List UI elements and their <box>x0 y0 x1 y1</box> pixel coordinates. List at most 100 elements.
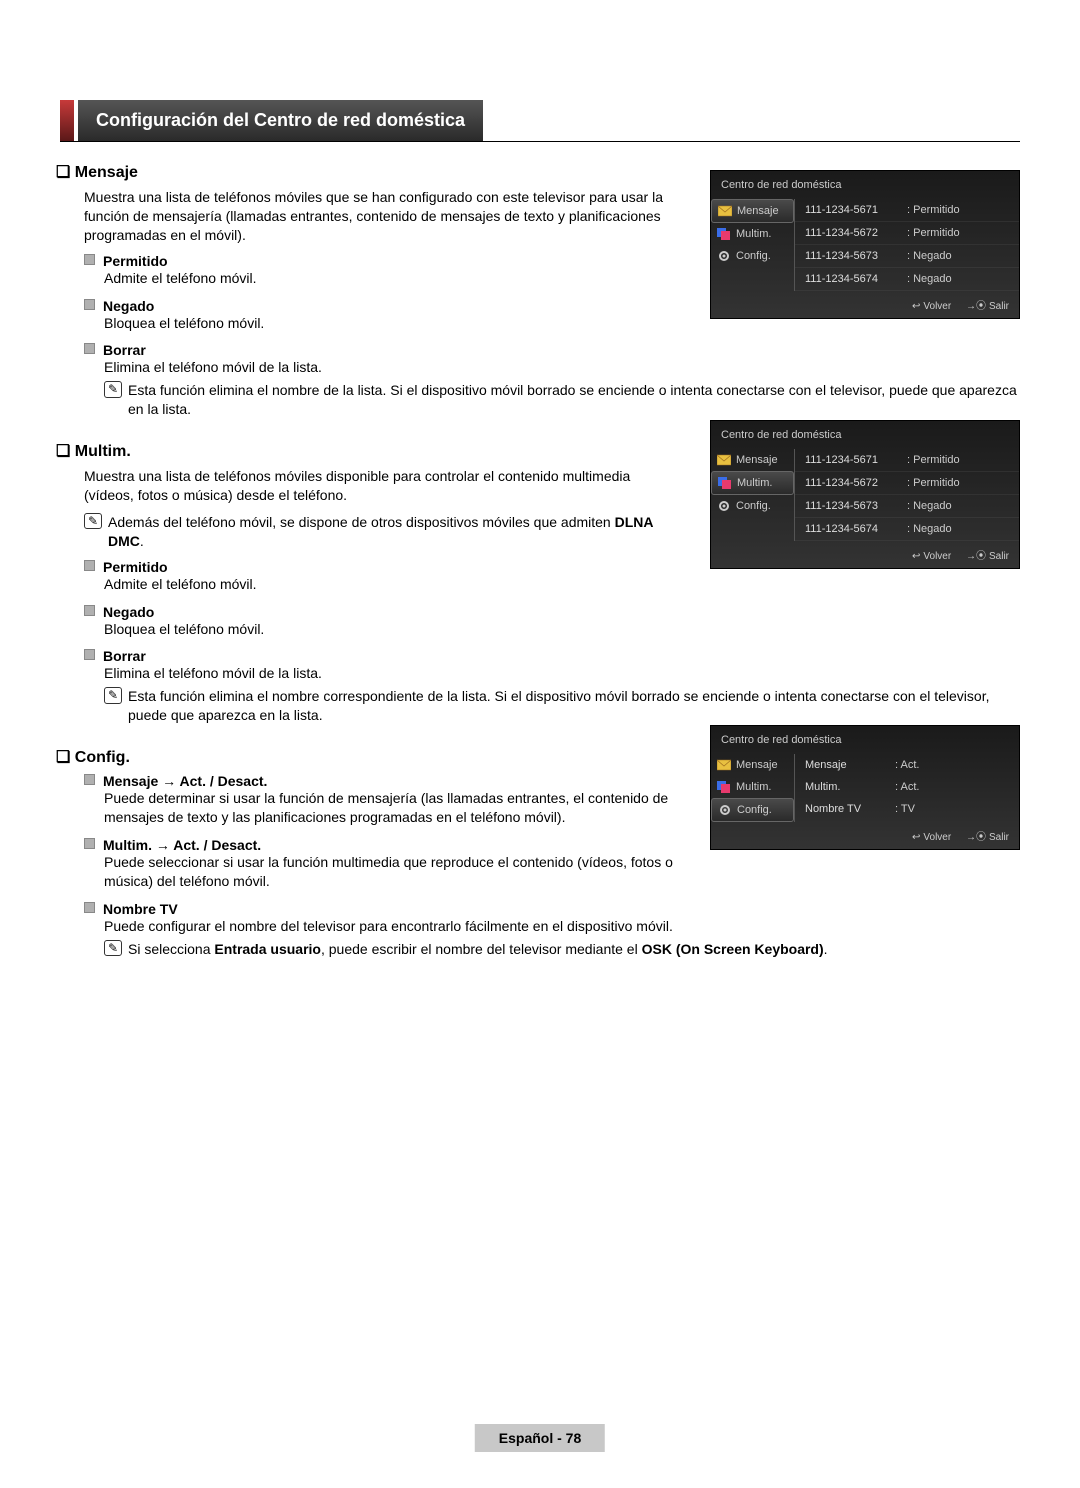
config-row[interactable]: Nombre TV: TV <box>795 798 1019 820</box>
sidebar-item-multim[interactable]: Multim. <box>711 223 794 245</box>
sidebar-label: Mensaje <box>736 759 778 771</box>
panel-config-table: Mensaje: Act. Multim.: Act. Nombre TV: T… <box>795 754 1019 822</box>
sub-negado-2: Negado Bloquea el teléfono móvil. <box>84 604 1020 639</box>
table-row[interactable]: 111-1234-5672: Permitido <box>795 222 1019 245</box>
table-row[interactable]: 111-1234-5671: Permitido <box>795 199 1019 222</box>
note-post: . <box>824 941 828 957</box>
media-icon <box>717 228 731 240</box>
exit-icon: →⦿ <box>966 832 986 843</box>
panel-footer: ↩Volver →⦿Salir <box>711 541 1019 568</box>
note-text: Esta función elimina el nombre de la lis… <box>128 382 1017 417</box>
sub-body: Bloquea el teléfono móvil. <box>104 620 1020 639</box>
panel-sidebar: Mensaje Multim. Config. <box>711 754 795 822</box>
sidebar-label: Config. <box>737 804 772 816</box>
footer-exit[interactable]: →⦿Salir <box>966 551 1009 562</box>
note: ✎ Esta función elimina el nombre corresp… <box>104 687 1020 725</box>
table-row[interactable]: 111-1234-5673: Negado <box>795 495 1019 518</box>
return-icon: ↩ <box>912 832 920 843</box>
sidebar-item-mensaje[interactable]: Mensaje <box>711 199 794 223</box>
sidebar-item-multim[interactable]: Multim. <box>711 776 794 798</box>
gear-icon <box>718 804 732 816</box>
intro-multim-note: ✎ Además del teléfono móvil, se dispone … <box>84 513 674 551</box>
note: ✎ Esta función elimina el nombre de la l… <box>104 381 1020 419</box>
gear-icon <box>717 250 731 262</box>
sidebar-item-mensaje[interactable]: Mensaje <box>711 449 794 471</box>
exit-icon: →⦿ <box>966 551 986 562</box>
panel-footer: ↩Volver →⦿Salir <box>711 291 1019 318</box>
panel-title: Centro de red doméstica <box>711 726 1019 754</box>
table-row[interactable]: 111-1234-5671: Permitido <box>795 449 1019 472</box>
sidebar-item-config[interactable]: Config. <box>711 798 794 822</box>
panel-title: Centro de red doméstica <box>711 421 1019 449</box>
sidebar-item-mensaje[interactable]: Mensaje <box>711 754 794 776</box>
footer-exit[interactable]: →⦿Salir <box>966 832 1009 843</box>
sub-title: Negado <box>84 604 1020 620</box>
page-title-bar: Configuración del Centro de red doméstic… <box>60 100 1020 142</box>
sidebar-label: Multim. <box>736 781 771 793</box>
note-mid: , puede escribir el nombre del televisor… <box>321 941 642 957</box>
gear-icon <box>717 500 731 512</box>
note: ✎ Si selecciona Entrada usuario, puede e… <box>104 940 1020 959</box>
envelope-icon <box>717 759 731 771</box>
media-icon <box>717 781 731 793</box>
note-pre: Además del teléfono móvil, se dispone de… <box>108 514 615 530</box>
note-text: Esta función elimina el nombre correspon… <box>128 688 989 723</box>
sub-body: Elimina el teléfono móvil de la lista. <box>104 358 1020 377</box>
note-icon: ✎ <box>84 513 102 529</box>
tv-panel-config: Centro de red doméstica Mensaje Multim. … <box>710 725 1020 870</box>
note-b1: Entrada usuario <box>214 941 321 957</box>
footer-exit[interactable]: →⦿Salir <box>966 301 1009 312</box>
panel-sidebar: Mensaje Multim. Config. <box>711 199 795 291</box>
sub-borrar-2: Borrar Elimina el teléfono móvil de la l… <box>84 648 1020 725</box>
table-row[interactable]: 111-1234-5672: Permitido <box>795 472 1019 495</box>
sidebar-label: Multim. <box>737 477 772 489</box>
sidebar-label: Config. <box>736 500 771 512</box>
sidebar-label: Multim. <box>736 228 771 240</box>
note-b2: OSK (On Screen Keyboard) <box>642 941 824 957</box>
note-post: . <box>140 533 144 549</box>
sub-title: Borrar <box>84 648 1020 664</box>
sidebar-item-config[interactable]: Config. <box>711 245 794 267</box>
footer-return[interactable]: ↩Volver <box>912 832 951 843</box>
note-icon: ✎ <box>104 940 122 956</box>
table-row[interactable]: 111-1234-5674: Negado <box>795 268 1019 291</box>
table-row[interactable]: 111-1234-5673: Negado <box>795 245 1019 268</box>
config-row[interactable]: Multim.: Act. <box>795 776 1019 798</box>
sub-body: Puede seleccionar si usar la función mul… <box>104 853 684 891</box>
page-footer: Español - 78 <box>475 1424 605 1452</box>
intro-mensaje: Muestra una lista de teléfonos móviles q… <box>84 188 674 245</box>
panel-table: 111-1234-5671: Permitido 111-1234-5672: … <box>795 199 1019 291</box>
tv-panel-mensaje: Centro de red doméstica Mensaje Multim. … <box>710 170 1020 339</box>
footer-return[interactable]: ↩Volver <box>912 551 951 562</box>
return-icon: ↩ <box>912 551 920 562</box>
tv-panel-multim: Centro de red doméstica Mensaje Multim. … <box>710 420 1020 589</box>
return-icon: ↩ <box>912 301 920 312</box>
sidebar-label: Mensaje <box>737 205 779 217</box>
note-icon: ✎ <box>104 687 122 703</box>
sub-config-nombretv: Nombre TV Puede configurar el nombre del… <box>84 901 1020 959</box>
sidebar-item-multim[interactable]: Multim. <box>711 471 794 495</box>
envelope-icon <box>717 454 731 466</box>
panel-title: Centro de red doméstica <box>711 171 1019 199</box>
panel-sidebar: Mensaje Multim. Config. <box>711 449 795 541</box>
exit-icon: →⦿ <box>966 301 986 312</box>
title-accent <box>60 100 74 141</box>
sub-body: Puede configurar el nombre del televisor… <box>104 917 684 936</box>
table-row[interactable]: 111-1234-5674: Negado <box>795 518 1019 541</box>
sub-body: Elimina el teléfono móvil de la lista. <box>104 664 1020 683</box>
panel-footer: ↩Volver →⦿Salir <box>711 822 1019 849</box>
envelope-icon <box>718 205 732 217</box>
page-title: Configuración del Centro de red doméstic… <box>78 100 483 141</box>
sub-title: Nombre TV <box>84 901 1020 917</box>
sub-body: Puede determinar si usar la función de m… <box>104 789 684 827</box>
panel-table: 111-1234-5671: Permitido 111-1234-5672: … <box>795 449 1019 541</box>
sub-title: Borrar <box>84 342 1020 358</box>
sidebar-item-config[interactable]: Config. <box>711 495 794 517</box>
sub-borrar-1: Borrar Elimina el teléfono móvil de la l… <box>84 342 1020 419</box>
config-row[interactable]: Mensaje: Act. <box>795 754 1019 776</box>
intro-multim: Muestra una lista de teléfonos móviles d… <box>84 467 674 505</box>
media-icon <box>718 477 732 489</box>
sidebar-label: Config. <box>736 250 771 262</box>
footer-return[interactable]: ↩Volver <box>912 301 951 312</box>
sidebar-label: Mensaje <box>736 454 778 466</box>
